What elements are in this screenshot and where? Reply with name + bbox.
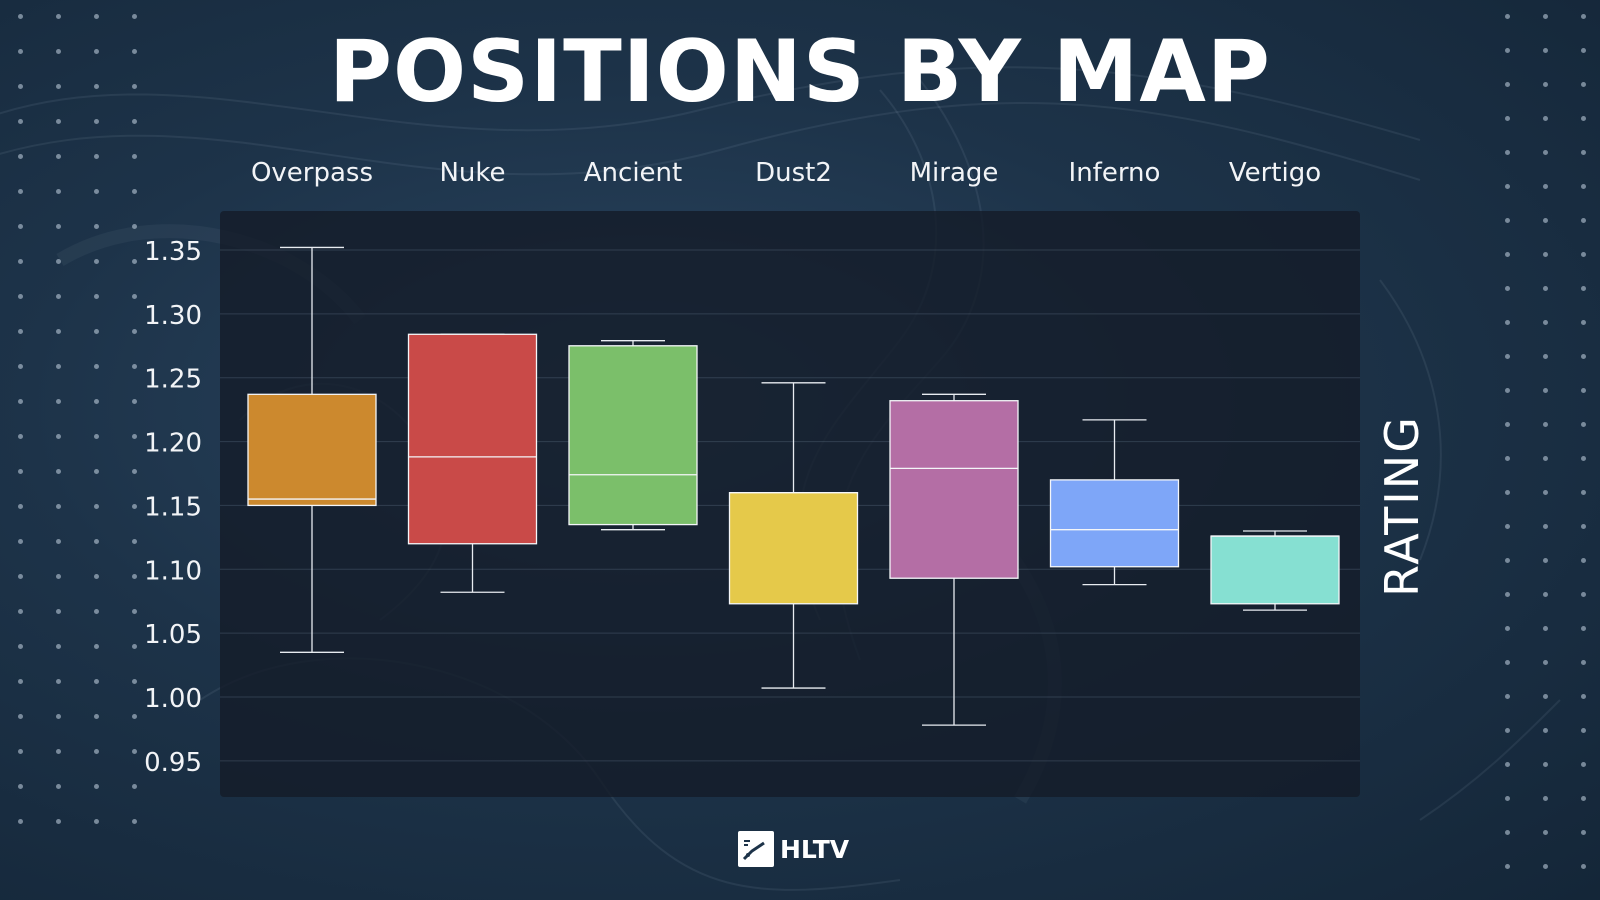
map-label: Mirage (909, 158, 999, 188)
map-label: Overpass (250, 158, 374, 188)
y-tick-label: 1.35 (144, 237, 202, 267)
hltv-logo: HLTV (738, 831, 849, 867)
box-inferno (1049, 479, 1180, 568)
y-tick-label: 1.15 (144, 492, 202, 522)
y-axis-title: RATING (1375, 415, 1429, 597)
box-mirage (889, 400, 1019, 579)
y-tick-label: 1.05 (144, 620, 202, 650)
y-tick-label: 1.00 (144, 684, 202, 714)
page-title: POSITIONS BY MAP (329, 22, 1271, 122)
y-tick-label: 1.25 (144, 365, 202, 395)
y-tick-label: 1.30 (144, 301, 202, 331)
box-overpass (247, 393, 377, 507)
box-vertigo (1210, 535, 1340, 605)
y-tick-label: 1.20 (144, 429, 202, 459)
y-tick-label: 1.10 (144, 556, 202, 586)
box-dust2 (728, 492, 859, 605)
box-nuke (407, 333, 538, 545)
map-label: Nuke (439, 158, 506, 188)
map-label: Vertigo (1228, 158, 1322, 188)
map-label: Dust2 (755, 158, 832, 188)
y-tick-label: 0.95 (144, 748, 202, 778)
hltv-logo-icon (738, 831, 774, 867)
hltv-logo-text: HLTV (780, 834, 850, 864)
map-label: Ancient (583, 158, 683, 188)
box-ancient (568, 345, 698, 526)
map-label: Inferno (1068, 158, 1161, 188)
map-category-labels: Overpass Nuke Ancient Dust2 Mirage Inferno Ver… (0, 158, 1600, 198)
